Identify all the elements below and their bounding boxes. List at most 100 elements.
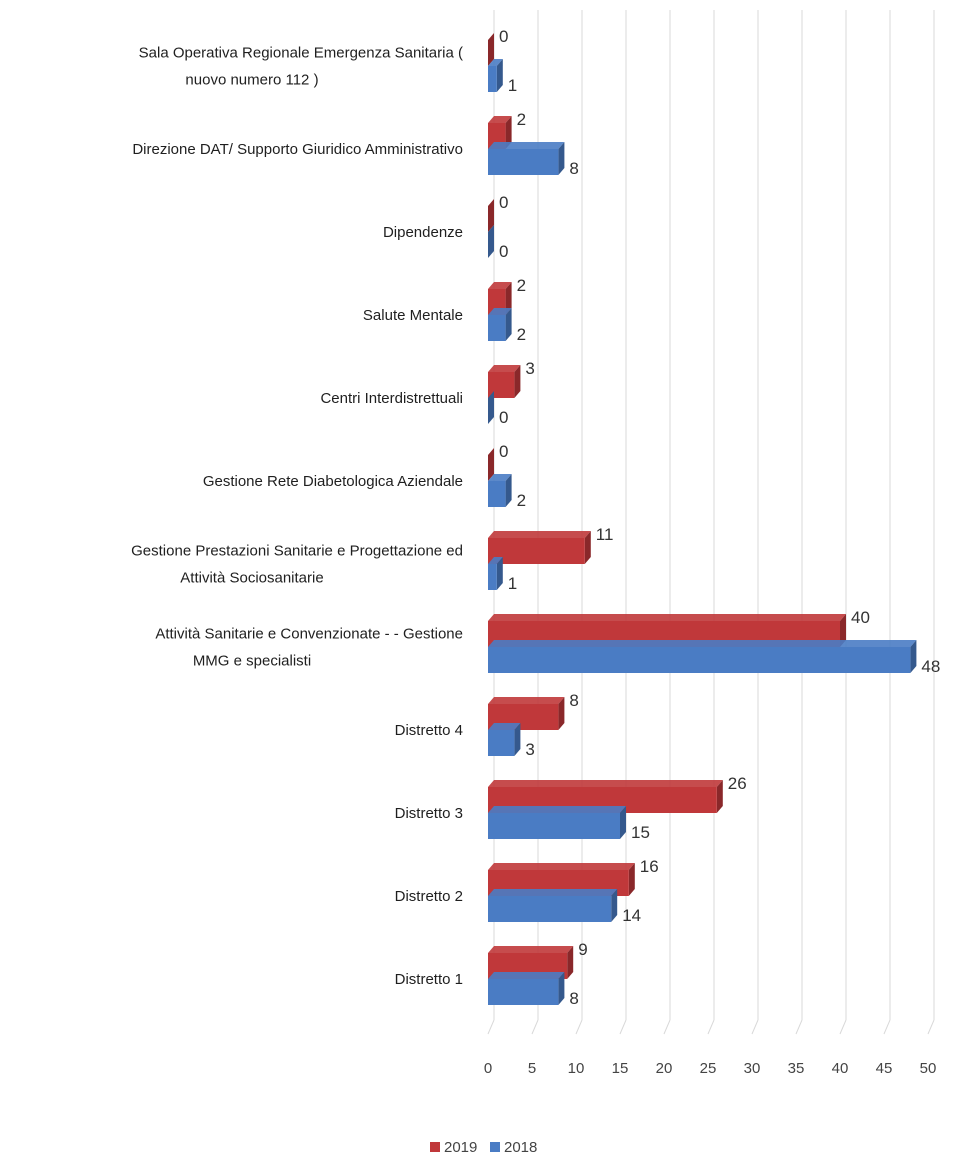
category-label: Salute Mentale [363,307,463,324]
data-label-2019: 8 [569,691,578,710]
bar-top-2018 [488,723,521,730]
bar-2018 [488,149,559,175]
data-label-2019: 0 [499,193,508,212]
data-label-2019: 26 [728,774,747,793]
category-label: Distretto 2 [395,888,463,905]
bar-top-2018 [488,308,512,315]
category-label: Distretto 3 [395,805,463,822]
bar-side-2018 [558,972,565,1005]
floor-line-50 [927,1019,935,1035]
bar-side-2019 [628,863,635,896]
x-tick-label: 40 [832,1060,849,1077]
data-label-2019: 2 [517,276,526,295]
bar-side-2018 [514,723,521,756]
x-tick-label: 25 [700,1060,717,1077]
category-label: nuovo numero 112 ) [185,72,318,89]
bars [488,33,917,1005]
data-label-2019: 3 [525,359,534,378]
bar-top-2019 [488,282,512,289]
data-label-2018: 8 [569,989,578,1008]
bar-top-2019 [488,863,635,870]
category-label: Gestione Rete Diabetologica Aziendale [203,473,463,490]
floor-line-20 [663,1019,671,1035]
bar-side-2019 [488,448,494,481]
data-label-2018: 48 [921,657,940,676]
category-label: Centri Interdistrettuali [320,390,463,407]
data-label-2019: 9 [578,940,587,959]
x-axis-tick-labels: 0 5 10 15 20 25 30 35 40 45 50 [484,1060,937,1077]
floor-line-10 [575,1019,583,1035]
bar-side-2018 [505,474,512,507]
bar-side-2019 [488,33,494,66]
bar-2018 [488,564,497,590]
bar-2018 [488,315,506,341]
bar-top-2018 [488,806,626,813]
bar-top-2019 [488,697,565,704]
bar-side-2019 [840,614,846,647]
floor-line-35 [795,1019,803,1035]
category-label: Distretto 4 [395,722,463,739]
legend-label-2019: 2019 [444,1139,477,1156]
data-label-2018: 8 [569,159,578,178]
floor-line-45 [883,1019,891,1035]
data-label-2018: 14 [622,906,641,925]
bar-side-2018 [558,142,565,175]
bar-top-2018 [488,474,512,481]
category-label: Direzione DAT/ Supporto Giuridico Ammini… [132,141,463,158]
category-label: Attività Sociosanitarie [180,570,323,587]
bar-side-2018 [488,225,494,258]
bar-side-2018 [910,640,917,673]
data-label-2018: 2 [517,325,526,344]
data-label-2018: 2 [517,491,526,510]
data-label-2018: 0 [499,242,508,261]
floor-line-25 [707,1019,715,1035]
data-label-2018: 0 [499,408,508,427]
bar-2018 [488,813,620,839]
category-label: Sala Operativa Regionale Emergenza Sanit… [139,45,463,62]
x-tick-label: 50 [920,1060,937,1077]
bar-top-2019 [488,614,846,621]
floor-line-30 [751,1019,759,1035]
x-tick-label: 30 [744,1060,761,1077]
data-label-2019: 11 [596,525,614,544]
legend-label-2018: 2018 [504,1139,537,1156]
floor-line-5 [531,1019,539,1035]
category-label: Gestione Prestazioni Sanitarie e Progett… [131,543,463,560]
bar-side-2019 [558,697,565,730]
bar-top-2018 [488,972,565,979]
category-label: Dipendenze [383,224,463,241]
floor-line-0 [487,1019,495,1035]
bar-side-2019 [567,946,574,979]
bar-top-2018 [488,640,917,647]
data-label-2018: 15 [631,823,650,842]
data-label-2019: 0 [499,27,508,46]
bar-top-2018 [488,889,618,896]
bar-top-2018 [488,142,565,149]
bar-2018 [488,730,515,756]
x-tick-label: 45 [876,1060,893,1077]
category-label: MMG e specialisti [193,653,311,670]
x-tick-label: 15 [612,1060,629,1077]
x-tick-label: 20 [656,1060,673,1077]
bar-top-2019 [488,116,512,123]
legend: 2019 2018 [430,1139,537,1156]
bar-side-2019 [514,365,521,398]
data-label-2018: 3 [525,740,534,759]
bar-side-2019 [505,282,512,315]
data-label-2018: 1 [508,574,517,593]
bar-side-2018 [496,557,503,590]
x-tick-label: 5 [528,1060,536,1077]
bar-side-2018 [505,308,512,341]
bar-side-2018 [488,391,494,424]
x-tick-label: 0 [484,1060,492,1077]
data-label-2019: 16 [640,857,659,876]
bar-2019 [488,538,585,564]
bar-2018 [488,647,911,673]
bar-side-2018 [611,889,618,922]
bar-top-2019 [488,531,591,538]
bar-2018 [488,979,559,1005]
floor-line-40 [839,1019,847,1035]
category-label: Attività Sanitarie e Convenzionate - - G… [155,626,463,643]
